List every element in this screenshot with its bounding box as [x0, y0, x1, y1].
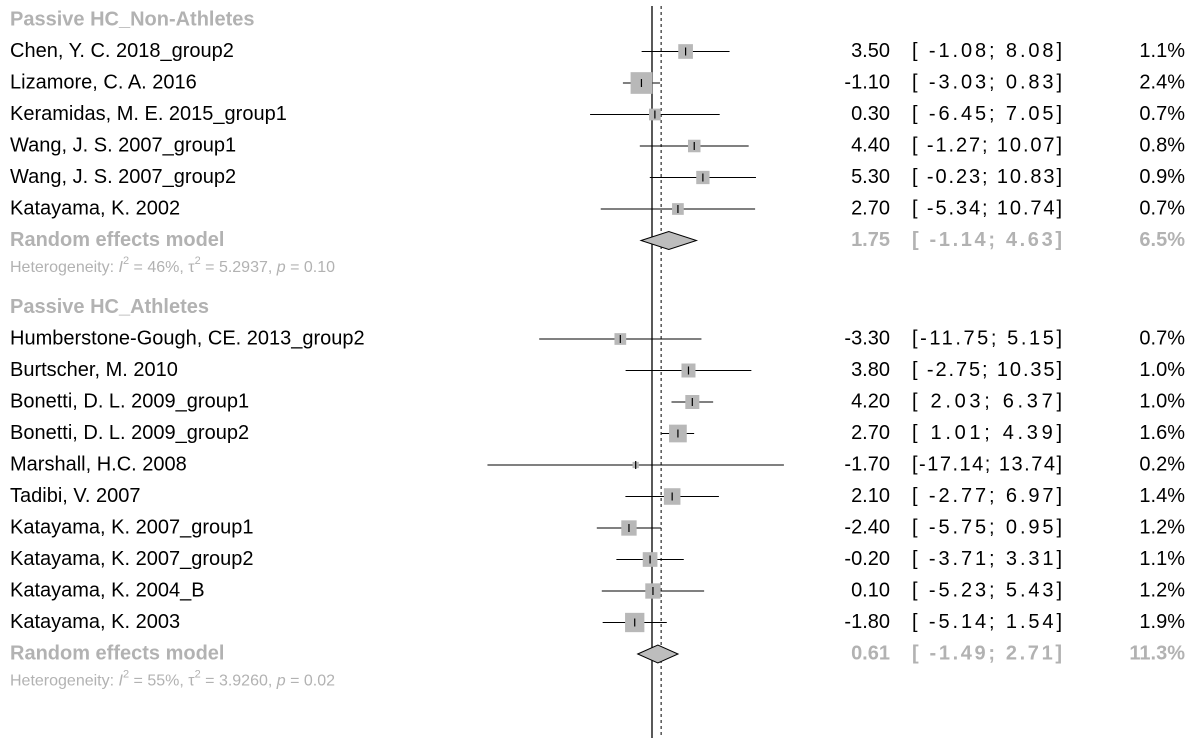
heterogeneity-stats: Heterogeneity: I2 = 55%, τ2 = 3.9260, p … [10, 668, 335, 689]
confidence-interval: [ -1.08; 8.08] [912, 40, 1062, 62]
p-value: = 0.10 [286, 259, 335, 276]
study-weight: 1.1% [1139, 548, 1185, 570]
confidence-interval: [ -5.34; 10.74] [912, 197, 1062, 219]
effect-estimate: -2.40 [844, 516, 890, 538]
study-label: Chen, Y. C. 2018_group2 [10, 40, 234, 62]
confidence-interval: [ -3.71; 3.31] [912, 548, 1062, 570]
heterogeneity-prefix: Heterogeneity: [10, 259, 119, 276]
effect-estimate: 2.70 [851, 197, 890, 219]
study-label: Katayama, K. 2004_B [10, 579, 205, 601]
study-label: Wang, J. S. 2007_group2 [10, 166, 236, 188]
study-label: Katayama, K. 2007_group2 [10, 548, 254, 570]
summary-weight: 6.5% [1139, 229, 1185, 251]
effect-estimate: -0.20 [844, 548, 890, 570]
study-weight: 1.9% [1139, 611, 1185, 633]
summary-diamond [636, 644, 680, 664]
confidence-interval: [ -5.75; 0.95] [912, 516, 1062, 538]
confidence-interval: [ -0.23; 10.83] [912, 166, 1062, 188]
effect-estimate: 5.30 [851, 166, 890, 188]
i2-symbol: I [119, 259, 124, 276]
confidence-interval: [-11.75; 5.15] [912, 327, 1062, 349]
p-value: = 0.02 [286, 673, 335, 690]
study-weight: 0.7% [1139, 103, 1185, 125]
confidence-interval: [ -5.23; 5.43] [912, 579, 1062, 601]
effect-estimate: 3.80 [851, 359, 890, 381]
i2-symbol: I [119, 673, 124, 690]
study-label: Katayama, K. 2007_group1 [10, 516, 254, 538]
tau-value: = 3.9260, [201, 673, 277, 690]
tau-symbol: τ [188, 259, 195, 276]
subgroup-title: Passive HC_Athletes [10, 296, 209, 318]
heterogeneity-stats: Heterogeneity: I2 = 46%, τ2 = 5.2937, p … [10, 255, 335, 276]
effect-estimate: 3.50 [851, 40, 890, 62]
effect-estimate: 4.20 [851, 390, 890, 412]
p-symbol: p [276, 673, 286, 690]
confidence-interval: [ -2.77; 6.97] [912, 485, 1062, 507]
study-weight: 0.2% [1139, 453, 1185, 475]
summary-estimate: 0.61 [851, 642, 890, 664]
superscript: 2 [195, 255, 201, 267]
tau-symbol: τ [188, 673, 195, 690]
study-label: Humberstone-Gough, CE. 2013_group2 [10, 327, 365, 349]
study-label: Burtscher, M. 2010 [10, 359, 178, 381]
study-label: Bonetti, D. L. 2009_group1 [10, 390, 249, 412]
summary-weight: 11.3% [1129, 642, 1185, 664]
confidence-interval: [ 2.03; 6.37] [912, 390, 1062, 412]
effect-estimate: -1.70 [844, 453, 890, 475]
study-weight: 1.0% [1139, 390, 1185, 412]
study-label: Lizamore, C. A. 2016 [10, 71, 197, 93]
effect-estimate: 0.30 [851, 103, 890, 125]
study-label: Katayama, K. 2003 [10, 611, 180, 633]
study-weight: 2.4% [1139, 71, 1185, 93]
effect-estimate: 2.70 [851, 422, 890, 444]
confidence-interval: [ -6.45; 7.05] [912, 103, 1062, 125]
study-weight: 1.4% [1139, 485, 1185, 507]
confidence-interval: [ 1.01; 4.39] [912, 422, 1062, 444]
study-label: Marshall, H.C. 2008 [10, 453, 187, 475]
subgroup-title: Passive HC_Non-Athletes [10, 8, 255, 30]
study-label: Tadibi, V. 2007 [10, 485, 140, 507]
study-weight: 0.7% [1139, 327, 1185, 349]
confidence-interval: [ -1.27; 10.07] [912, 134, 1062, 156]
study-label: Bonetti, D. L. 2009_group2 [10, 422, 249, 444]
confidence-interval: [ -3.03; 0.83] [912, 71, 1062, 93]
effect-estimate: 2.10 [851, 485, 890, 507]
effect-estimate: -1.80 [844, 611, 890, 633]
study-weight: 1.6% [1139, 422, 1185, 444]
confidence-interval: [ -5.14; 1.54] [912, 611, 1062, 633]
study-weight: 0.7% [1139, 197, 1185, 219]
heterogeneity-prefix: Heterogeneity: [10, 673, 119, 690]
effect-estimate: -3.30 [844, 327, 890, 349]
study-weight: 1.2% [1139, 516, 1185, 538]
i2-value: = 55%, [129, 673, 188, 690]
effect-estimate: 0.10 [851, 579, 890, 601]
superscript: 2 [123, 255, 129, 267]
study-label: Katayama, K. 2002 [10, 197, 180, 219]
summary-estimate: 1.75 [851, 229, 890, 251]
confidence-interval: [ -2.75; 10.35] [912, 359, 1062, 381]
confidence-interval: [-17.14; 13.74] [912, 453, 1062, 475]
summary-ci: [ -1.14; 4.63] [912, 229, 1062, 251]
summary-ci: [ -1.49; 2.71] [912, 642, 1062, 664]
effect-estimate: 4.40 [851, 134, 890, 156]
study-weight: 0.8% [1139, 134, 1185, 156]
summary-label: Random effects model [10, 642, 224, 664]
study-label: Wang, J. S. 2007_group1 [10, 134, 236, 156]
study-weight: 0.9% [1139, 166, 1185, 188]
superscript: 2 [195, 668, 201, 680]
study-weight: 1.2% [1139, 579, 1185, 601]
study-weight: 1.0% [1139, 359, 1185, 381]
summary-label: Random effects model [10, 229, 224, 251]
study-weight: 1.1% [1139, 40, 1185, 62]
i2-value: = 46%, [129, 259, 188, 276]
p-symbol: p [276, 259, 286, 276]
effect-estimate: -1.10 [844, 71, 890, 93]
tau-value: = 5.2937, [201, 259, 277, 276]
study-label: Keramidas, M. E. 2015_group1 [10, 103, 287, 125]
superscript: 2 [123, 668, 129, 680]
summary-diamond [639, 230, 699, 251]
